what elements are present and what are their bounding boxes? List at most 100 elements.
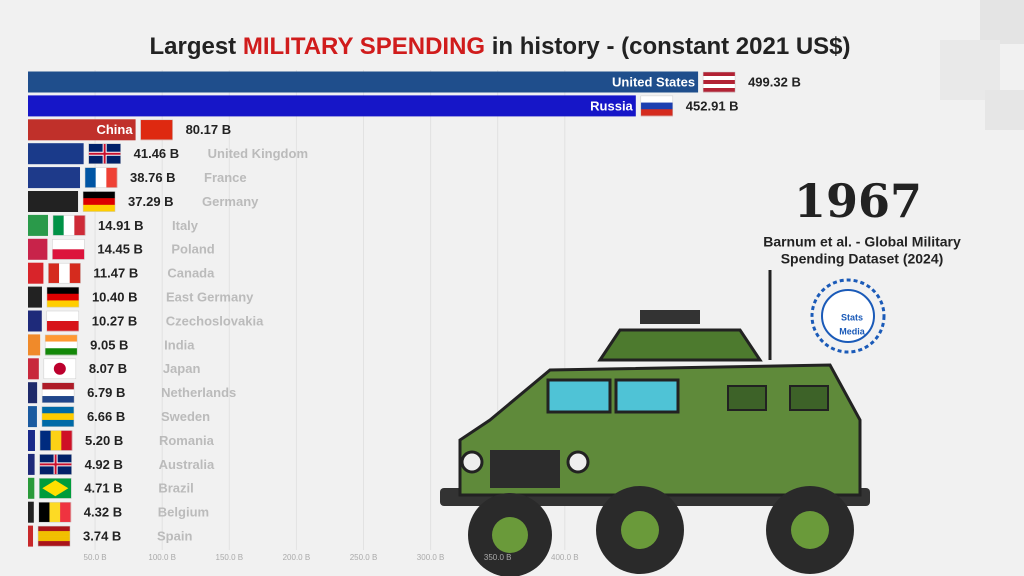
flag-stripe xyxy=(703,80,736,85)
title-part: Largest xyxy=(149,33,242,60)
category-label: Belgium xyxy=(158,505,209,520)
category-label: India xyxy=(164,337,195,352)
flag-border xyxy=(52,215,86,236)
category-label: Canada xyxy=(167,266,215,281)
bar xyxy=(28,453,35,475)
year: 1967 xyxy=(794,174,922,228)
category-label: Japan xyxy=(163,361,201,376)
flag-border xyxy=(37,525,71,547)
value-label: 11.47 B xyxy=(93,266,138,281)
flag-stripe xyxy=(53,215,64,236)
vehicle-illustration xyxy=(440,270,870,576)
flag-stripe xyxy=(69,263,81,284)
value-label: 41.46 B xyxy=(134,146,180,161)
flag-stripe xyxy=(38,541,71,547)
hub xyxy=(492,517,528,553)
flag-stripe xyxy=(46,321,79,332)
tile xyxy=(985,90,1024,130)
flag-border xyxy=(39,478,72,499)
category-label: Czechoslovakia xyxy=(166,313,264,328)
flag-stripe xyxy=(49,502,61,523)
bar xyxy=(28,238,48,260)
flag-border xyxy=(38,501,72,523)
flag-stripe xyxy=(703,76,736,81)
bar xyxy=(28,334,41,356)
value-label: 452.91 B xyxy=(686,98,739,113)
grid xyxy=(94,70,566,550)
flag-stripe xyxy=(52,239,85,250)
flag-stripe xyxy=(63,215,75,236)
flag-border xyxy=(46,310,80,332)
source: Spending Dataset (2024) xyxy=(781,251,944,267)
bar xyxy=(28,430,35,451)
flag-border xyxy=(48,262,81,284)
headlight xyxy=(460,450,484,474)
bar xyxy=(28,191,79,212)
flag-stripe xyxy=(39,430,51,451)
value-label: 6.66 B xyxy=(87,409,125,424)
flag-border xyxy=(43,358,77,380)
flag-border xyxy=(640,95,674,117)
category-label: Romania xyxy=(159,433,215,448)
value-label: 8.07 B xyxy=(89,361,127,376)
bar xyxy=(28,406,37,428)
flag-stripe xyxy=(83,191,116,199)
flag-border xyxy=(41,382,75,403)
window xyxy=(614,378,680,414)
value-label: 4.32 B xyxy=(84,505,122,520)
value-label: 10.27 B xyxy=(92,313,138,328)
bar xyxy=(28,310,42,332)
flag-stripe xyxy=(703,88,736,93)
flag-stripe xyxy=(41,419,74,427)
x-tick-label: 100.0 B xyxy=(148,553,176,562)
flag-border xyxy=(702,71,736,93)
flag-border xyxy=(39,430,73,451)
flag-stripe xyxy=(46,293,79,301)
flag-stripe xyxy=(703,72,736,77)
value-label: 9.05 B xyxy=(90,337,128,352)
bar xyxy=(28,95,636,117)
title-highlight: MILITARY SPENDING xyxy=(243,33,485,60)
bar xyxy=(28,262,44,284)
flag-stripe xyxy=(45,341,78,349)
flag-border xyxy=(41,406,75,427)
logo-text: Stats xyxy=(841,312,863,322)
flag-emblem xyxy=(42,480,69,497)
flag-stripe xyxy=(85,167,96,188)
flag-stripe xyxy=(42,396,75,403)
bar xyxy=(28,382,38,404)
hub xyxy=(621,511,659,549)
headlight xyxy=(566,450,590,474)
value-label: 14.91 B xyxy=(98,218,144,233)
flag-stripe xyxy=(42,382,75,390)
flag-stripe xyxy=(46,300,79,308)
flag-stripe xyxy=(38,526,71,532)
value-label: 3.74 B xyxy=(83,529,121,544)
value-label: 14.45 B xyxy=(97,242,143,257)
value-label: 80.17 B xyxy=(186,122,232,137)
value-label: 4.92 B xyxy=(85,457,123,472)
flag-stripe xyxy=(703,84,736,89)
flag-stripe xyxy=(41,406,74,414)
flag-border xyxy=(52,239,85,260)
x-tick-label: 200.0 B xyxy=(283,553,311,562)
category-label: Sweden xyxy=(161,409,210,424)
value-label: 4.71 B xyxy=(84,481,122,496)
gun xyxy=(640,310,700,324)
flag-stripe xyxy=(48,263,60,284)
bar xyxy=(28,358,39,380)
x-tick-label: 150.0 B xyxy=(216,553,244,562)
category-label: East Germany xyxy=(166,290,254,305)
flag-border xyxy=(88,143,121,164)
flag-stripe xyxy=(140,119,173,141)
value-label: 5.20 B xyxy=(85,433,123,448)
flag-stripe xyxy=(83,204,116,212)
flag-stripe xyxy=(106,167,118,188)
logo: Stats Media xyxy=(810,278,886,354)
bar xyxy=(28,143,84,165)
bar xyxy=(28,167,81,189)
bar xyxy=(28,119,136,141)
category-label: Netherlands xyxy=(161,385,236,400)
